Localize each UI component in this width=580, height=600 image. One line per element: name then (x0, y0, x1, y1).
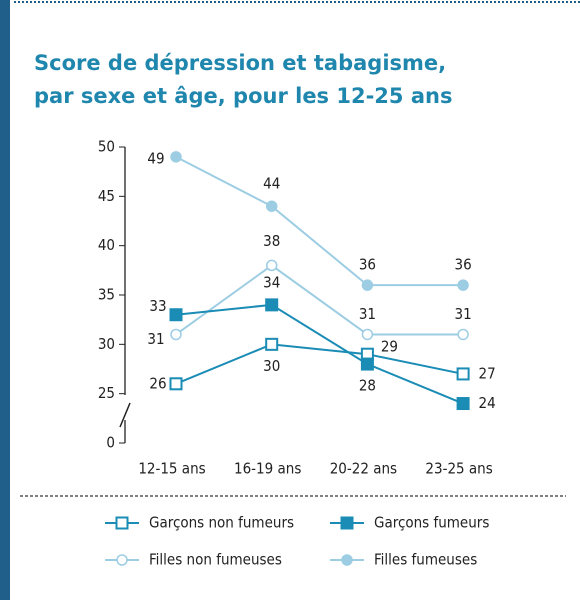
x-tick-label: 12-15 ans (138, 460, 205, 478)
point (265, 259, 278, 272)
y-tick-label: 30 (98, 335, 115, 353)
data-label: 44 (263, 175, 280, 193)
data-label: 31 (455, 305, 472, 323)
line (175, 303, 464, 405)
point (361, 328, 374, 341)
point (457, 328, 469, 341)
legend-label: Filles non fumeuses (149, 551, 282, 569)
point (265, 200, 278, 212)
point (456, 367, 470, 381)
y-tick-label: 25 (98, 384, 115, 402)
left-border (0, 0, 10, 600)
legend-marker (115, 516, 129, 530)
y-tick-label: 0 (106, 434, 115, 452)
point (169, 377, 183, 391)
point (169, 308, 183, 322)
data-label: 33 (149, 297, 166, 315)
y-tick-label: 35 (98, 286, 115, 304)
point (360, 357, 374, 371)
point (456, 397, 470, 411)
chart-title: Score de dépression et tabagisme, (34, 51, 446, 75)
data-label: 34 (263, 273, 280, 291)
legend-marker (341, 554, 353, 566)
legend-label: Filles fumeuses (374, 551, 477, 569)
data-label: 36 (359, 256, 376, 274)
point (265, 298, 279, 312)
axis-break (119, 402, 131, 428)
point (361, 279, 374, 291)
line (175, 343, 464, 385)
legend-label: Garçons fumeurs (374, 514, 489, 532)
y-tick-label: 50 (98, 138, 115, 156)
data-label: 30 (263, 357, 280, 375)
x-tick-label: 16-19 ans (234, 460, 301, 478)
data-label: 49 (147, 149, 164, 167)
data-label: 26 (149, 374, 166, 392)
point (170, 328, 182, 341)
y-tick-label: 45 (98, 187, 115, 205)
x-tick-label: 23-25 ans (425, 460, 492, 478)
data-label: 28 (359, 377, 376, 395)
data-label: 36 (455, 256, 472, 274)
data-label: 27 (479, 364, 496, 382)
point (265, 337, 279, 351)
x-tick-label: 20-22 ans (330, 460, 397, 478)
legend-marker (116, 554, 128, 566)
point (457, 279, 469, 291)
data-label: 31 (359, 305, 376, 323)
y-tick-label: 40 (98, 236, 115, 254)
data-label: 24 (479, 394, 496, 412)
data-label: 38 (263, 232, 280, 250)
legend-marker (340, 516, 354, 530)
line (175, 264, 464, 336)
legend-label: Garçons non fumeurs (149, 514, 294, 532)
point (170, 151, 182, 163)
line (175, 155, 464, 287)
chart-title: par sexe et âge, pour les 12-25 ans (34, 84, 452, 108)
data-label: 29 (381, 338, 398, 356)
data-label: 31 (147, 330, 164, 348)
